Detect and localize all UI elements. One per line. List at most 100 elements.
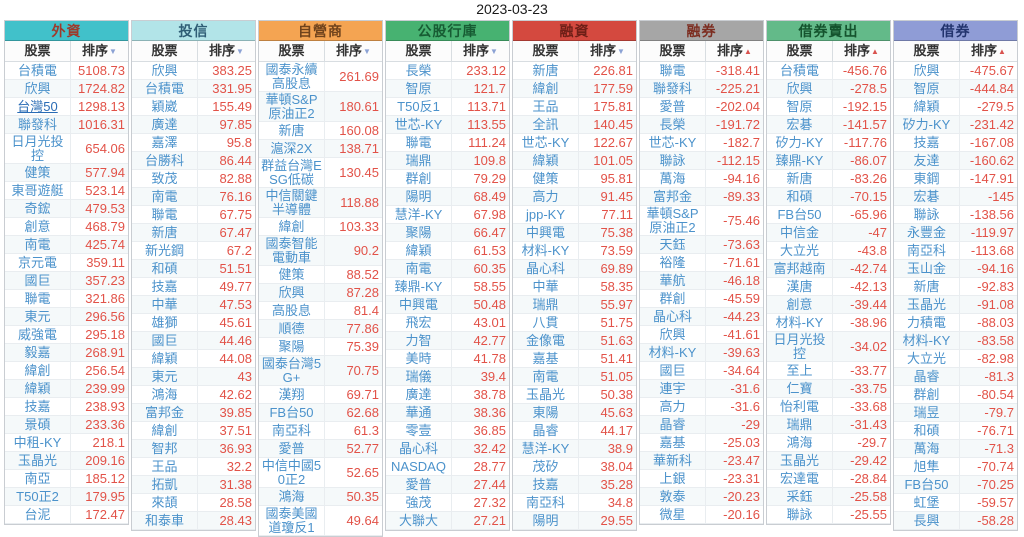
stock-link[interactable]: 穎崴 <box>132 98 198 115</box>
stock-link[interactable]: jpp-KY <box>513 206 579 223</box>
stock-link[interactable]: 國泰永續高股息 <box>259 62 325 91</box>
stock-link[interactable]: 廣達 <box>132 116 198 133</box>
stock-link[interactable]: 茂矽 <box>513 458 579 475</box>
stock-link[interactable]: 裕隆 <box>640 254 706 271</box>
rank-sort-header[interactable]: 排序▼ <box>71 41 128 61</box>
stock-link[interactable]: 八貫 <box>513 314 579 331</box>
stock-link[interactable]: 欣興 <box>640 326 706 343</box>
stock-link[interactable]: 國泰台灣5G+ <box>259 356 325 385</box>
stock-link[interactable]: 玉山金 <box>894 260 960 277</box>
stock-link[interactable]: 奇鋐 <box>5 200 71 217</box>
stock-link[interactable]: 玉晶光 <box>894 296 960 313</box>
stock-link[interactable]: 愛普 <box>386 476 452 493</box>
stock-link[interactable]: 材料-KY <box>513 242 579 259</box>
rank-sort-header[interactable]: 排序▲ <box>706 41 763 61</box>
stock-link[interactable]: 華頓S&P原油正2 <box>259 92 325 121</box>
stock-link[interactable]: 欣興 <box>132 62 198 79</box>
stock-link[interactable]: 力智 <box>386 332 452 349</box>
rank-sort-header[interactable]: 排序▼ <box>579 41 636 61</box>
stock-link[interactable]: 南亞科 <box>259 422 325 439</box>
stock-link[interactable]: 中信中國50正2 <box>259 458 325 487</box>
stock-link[interactable]: 台積電 <box>767 62 833 79</box>
stock-link[interactable]: 材料-KY <box>767 314 833 331</box>
stock-link[interactable]: 聯詠 <box>767 506 833 523</box>
stock-link[interactable]: 致茂 <box>132 170 198 187</box>
stock-link[interactable]: 長榮 <box>640 116 706 133</box>
stock-link[interactable]: 仁寶 <box>767 380 833 397</box>
stock-link[interactable]: 國泰美國道瓊反1 <box>259 506 325 535</box>
stock-link[interactable]: 材料-KY <box>894 332 960 349</box>
stock-link[interactable]: 鴻海 <box>767 434 833 451</box>
stock-link[interactable]: 瑞儀 <box>386 368 452 385</box>
stock-link[interactable]: 華新科 <box>640 452 706 469</box>
stock-link[interactable]: 國巨 <box>640 362 706 379</box>
stock-link[interactable]: 健策 <box>513 170 579 187</box>
rank-sort-header[interactable]: 排序▲ <box>833 41 890 61</box>
stock-link[interactable]: 新唐 <box>259 122 325 139</box>
stock-link[interactable]: 新唐 <box>767 170 833 187</box>
stock-link[interactable]: 東陽 <box>513 404 579 421</box>
stock-link[interactable]: 大立光 <box>894 350 960 367</box>
stock-link[interactable]: 中租-KY <box>5 434 71 451</box>
stock-link[interactable]: 南電 <box>386 260 452 277</box>
stock-link[interactable]: 技嘉 <box>513 476 579 493</box>
stock-link[interactable]: 和碩 <box>894 422 960 439</box>
stock-link[interactable]: 南電 <box>5 236 71 253</box>
stock-link[interactable]: 東鋼 <box>894 170 960 187</box>
stock-link[interactable]: 中興電 <box>513 224 579 241</box>
stock-link[interactable]: 高股息 <box>259 302 325 319</box>
stock-link[interactable]: 順德 <box>259 320 325 337</box>
stock-link[interactable]: 宏碁 <box>894 188 960 205</box>
stock-link[interactable]: 緯創 <box>513 80 579 97</box>
stock-link[interactable]: 群創 <box>894 386 960 403</box>
stock-link[interactable]: 玉晶光 <box>513 386 579 403</box>
stock-link[interactable]: 晶睿 <box>894 368 960 385</box>
stock-link[interactable]: 緯穎 <box>132 350 198 367</box>
stock-link[interactable]: 飛宏 <box>386 314 452 331</box>
stock-link[interactable]: 怡利電 <box>767 398 833 415</box>
stock-link[interactable]: 緯創 <box>5 362 71 379</box>
stock-link[interactable]: 國巨 <box>132 332 198 349</box>
stock-link[interactable]: 創意 <box>767 296 833 313</box>
stock-link[interactable]: 國泰智能電動車 <box>259 236 325 265</box>
stock-link[interactable]: 臻鼎-KY <box>386 278 452 295</box>
stock-link[interactable]: 高力 <box>513 188 579 205</box>
stock-link[interactable]: 采鈺 <box>767 488 833 505</box>
stock-link[interactable]: 萬海 <box>640 170 706 187</box>
stock-link[interactable]: 技嘉 <box>132 278 198 295</box>
stock-link[interactable]: 華航 <box>640 272 706 289</box>
stock-link[interactable]: 宏達電 <box>767 470 833 487</box>
stock-link[interactable]: 富邦金 <box>640 188 706 205</box>
stock-link[interactable]: 富邦越南 <box>767 260 833 277</box>
stock-link[interactable]: 東哥遊艇 <box>5 182 71 199</box>
stock-link[interactable]: 矽力-KY <box>894 116 960 133</box>
stock-link[interactable]: 連宇 <box>640 380 706 397</box>
stock-link[interactable]: 上銀 <box>640 470 706 487</box>
stock-link[interactable]: 欣興 <box>767 80 833 97</box>
stock-link[interactable]: 台積電 <box>132 80 198 97</box>
stock-link[interactable]: 南亞 <box>5 470 71 487</box>
stock-link[interactable]: 長榮 <box>386 62 452 79</box>
stock-link[interactable]: 和泰車 <box>132 512 198 529</box>
stock-link[interactable]: 群創 <box>386 170 452 187</box>
stock-link[interactable]: NASDAQ <box>386 458 452 475</box>
stock-link[interactable]: 滬深2X <box>259 140 325 157</box>
stock-link[interactable]: 天鈺 <box>640 236 706 253</box>
stock-link[interactable]: 鴻海 <box>259 488 325 505</box>
stock-link[interactable]: 材料-KY <box>640 344 706 361</box>
stock-link[interactable]: 台積電 <box>5 62 71 79</box>
stock-link[interactable]: 智原 <box>894 80 960 97</box>
stock-link[interactable]: 華頓S&P原油正2 <box>640 206 706 235</box>
stock-link[interactable]: 欣興 <box>259 284 325 301</box>
stock-link[interactable]: 愛普 <box>259 440 325 457</box>
stock-link[interactable]: 至上 <box>767 362 833 379</box>
rank-sort-header[interactable]: 排序▼ <box>452 41 509 61</box>
stock-link[interactable]: 宏碁 <box>767 116 833 133</box>
stock-link[interactable]: 新唐 <box>132 224 198 241</box>
stock-link[interactable]: 台勝科 <box>132 152 198 169</box>
stock-link[interactable]: 健策 <box>259 266 325 283</box>
stock-link[interactable]: 中華 <box>513 278 579 295</box>
stock-link[interactable]: 新唐 <box>513 62 579 79</box>
stock-link[interactable]: 景碩 <box>5 416 71 433</box>
stock-link[interactable]: 富邦金 <box>132 404 198 421</box>
